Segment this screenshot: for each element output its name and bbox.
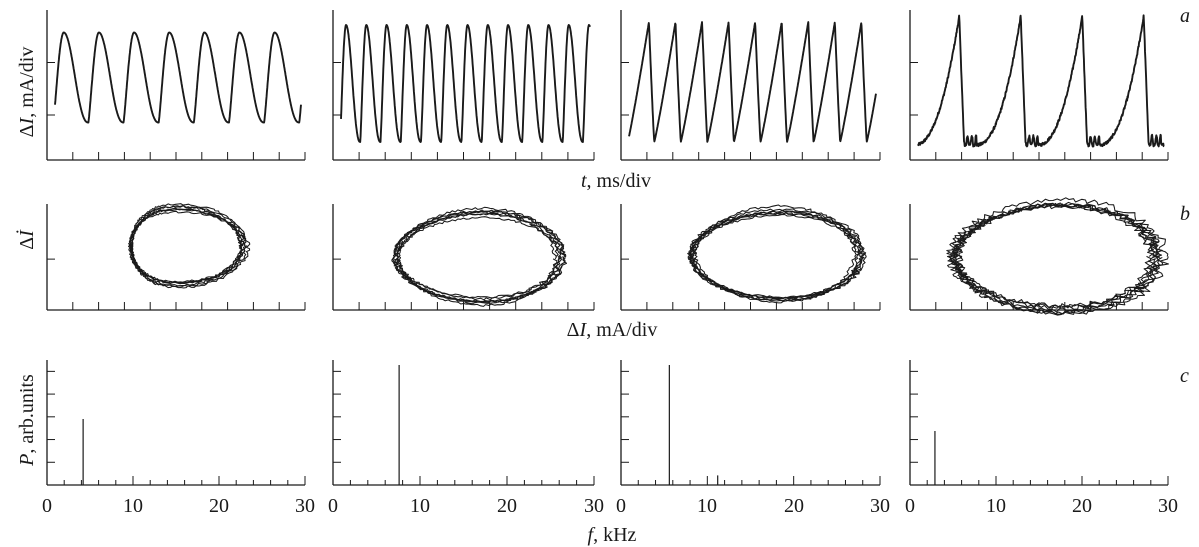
row-b-x-unit: , mA/div [586, 319, 657, 341]
row-c-y-unit: , arb.units [16, 374, 38, 454]
p3-tick-0: 0 [616, 495, 626, 517]
row-letter-c: c [1180, 365, 1189, 387]
p1-tick-20: 20 [209, 495, 229, 517]
panel-frames [46, 10, 1168, 486]
row-a-y-var: I [16, 116, 38, 125]
row-b-y-var: İ [15, 229, 38, 238]
row-a-panel-4-trace [917, 14, 1165, 148]
row-b-panel-1-orbit-loop [130, 208, 243, 288]
row-b-panel-2-orbit-loop [391, 212, 568, 303]
row-a-x-label: t, ms/div [581, 170, 651, 192]
row-b-panel-3-orbit-loop [690, 212, 863, 299]
p1-tick-30: 30 [295, 495, 315, 517]
p1-tick-10: 10 [123, 495, 143, 517]
frequency-tick-labels: 0 10 20 30 0 10 20 30 0 10 20 30 0 10 20… [42, 495, 1178, 517]
row-b-panel-4-orbit-loop [954, 203, 1157, 315]
row-letter-b: b [1180, 203, 1190, 225]
row-letter-a: a [1180, 5, 1190, 27]
row-b-panel-2-orbit-loop [394, 206, 562, 305]
row-a-y-sym: Δ [16, 124, 38, 137]
row-a-y-label: ΔI, mA/div [16, 47, 38, 138]
row-b-panel-1-orbit-loop [127, 210, 251, 284]
row-c-x-var: f [588, 524, 596, 546]
row-a-y-unit: , mA/div [16, 47, 38, 118]
p3-tick-10: 10 [697, 495, 717, 517]
row-a-x-var: t [581, 170, 587, 192]
row-b-panel-3-orbit-loop [693, 204, 858, 304]
row-b-y-label: Δİ [15, 229, 38, 250]
row-b-panel-3-orbit-loop [689, 210, 863, 300]
row-b-panel-1-orbit-loop [129, 203, 248, 289]
p4-tick-0: 0 [905, 495, 915, 517]
p3-tick-30: 30 [870, 495, 890, 517]
row-c-x-unit: , kHz [593, 524, 636, 546]
p2-tick-10: 10 [410, 495, 430, 517]
row-b-panel-1-orbit-loop [131, 205, 243, 287]
row-b-panel-4-orbit-loop [948, 202, 1164, 309]
row-c-y-var: P [16, 454, 38, 467]
p3-tick-20: 20 [784, 495, 804, 517]
p2-tick-0: 0 [328, 495, 338, 517]
p1-tick-0: 0 [42, 495, 52, 517]
plot-traces [54, 14, 1170, 485]
row-c-y-label: P, arb.units [16, 374, 38, 467]
p4-tick-30: 30 [1158, 495, 1178, 517]
row-a-panel-1-trace [54, 31, 302, 124]
axis-ticks [46, 62, 1169, 485]
row-c-x-label: f, kHz [588, 524, 637, 546]
row-b-x-label: ΔI, mA/div [567, 319, 658, 341]
p4-tick-20: 20 [1072, 495, 1092, 517]
row-b-panel-4-orbit-loop [950, 202, 1163, 313]
p4-tick-10: 10 [986, 495, 1006, 517]
row-a-panel-2-trace [340, 24, 591, 143]
row-b-x-sym: Δ [567, 319, 580, 341]
row-a-x-unit: , ms/div [587, 170, 651, 192]
p2-tick-30: 30 [584, 495, 604, 517]
row-b-y-sym: Δ [16, 237, 38, 250]
row-a-panel-3-trace [628, 21, 877, 143]
p2-tick-20: 20 [497, 495, 517, 517]
row-b-x-var: I [579, 319, 588, 341]
row-b-panel-4-orbit-loop [946, 197, 1170, 316]
